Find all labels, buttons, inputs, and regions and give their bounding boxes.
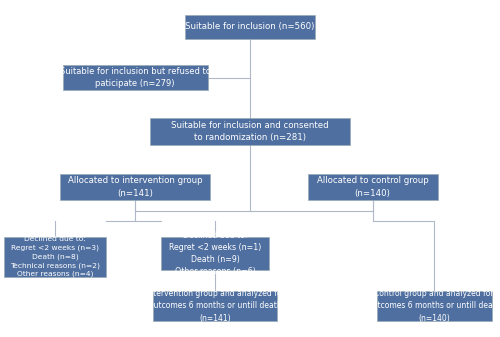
- Text: Suitable for inclusion (n=560): Suitable for inclusion (n=560): [186, 23, 314, 31]
- FancyBboxPatch shape: [376, 291, 492, 321]
- Text: Intervention group and analyzed for
outcomes 6 months or untill death
(n=141): Intervention group and analyzed for outc…: [146, 289, 284, 323]
- Text: Declined due to:
Regret <2 weeks (n=1)
Death (n=9)
Other reasons (n=6): Declined due to: Regret <2 weeks (n=1) D…: [169, 231, 261, 276]
- Text: Suitable for inclusion and consented
to randomization (n=281): Suitable for inclusion and consented to …: [171, 121, 329, 142]
- Text: Allocated to control group
(n=140): Allocated to control group (n=140): [316, 177, 428, 197]
- FancyBboxPatch shape: [152, 291, 278, 321]
- FancyBboxPatch shape: [161, 237, 269, 270]
- Text: Allocated to intervention group
(n=141): Allocated to intervention group (n=141): [68, 177, 202, 197]
- FancyBboxPatch shape: [308, 174, 438, 200]
- Text: Declined due to:
Regret <2 weeks (n=3)
Death (n=8)
Technical reasons (n=2)
Other: Declined due to: Regret <2 weeks (n=3) D…: [10, 236, 100, 277]
- FancyBboxPatch shape: [185, 15, 315, 39]
- FancyBboxPatch shape: [4, 237, 106, 277]
- FancyBboxPatch shape: [60, 174, 210, 200]
- Text: Control group and analyzed for
outcomes 6 months or untill death
(n=140): Control group and analyzed for outcomes …: [368, 289, 500, 323]
- Text: Suitable for inclusion but refused to
paticipate (n=279): Suitable for inclusion but refused to pa…: [60, 67, 210, 88]
- FancyBboxPatch shape: [62, 65, 208, 90]
- FancyBboxPatch shape: [150, 118, 350, 145]
